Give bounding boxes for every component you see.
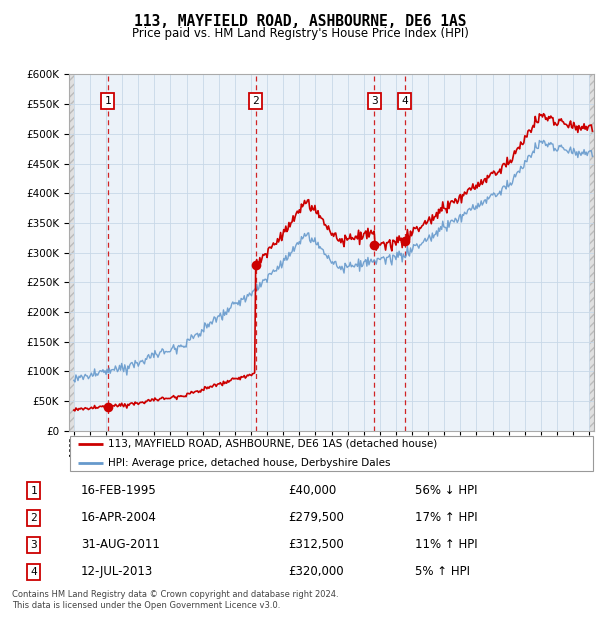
FancyBboxPatch shape	[70, 436, 593, 471]
Text: 17% ↑ HPI: 17% ↑ HPI	[415, 512, 478, 524]
Text: 3: 3	[371, 96, 378, 106]
Text: £312,500: £312,500	[289, 538, 344, 551]
Text: 16-FEB-1995: 16-FEB-1995	[81, 484, 157, 497]
Text: 5% ↑ HPI: 5% ↑ HPI	[415, 565, 470, 578]
Text: 56% ↓ HPI: 56% ↓ HPI	[415, 484, 478, 497]
Text: 2: 2	[31, 513, 37, 523]
Text: 2: 2	[252, 96, 259, 106]
Text: 11% ↑ HPI: 11% ↑ HPI	[415, 538, 478, 551]
Text: £279,500: £279,500	[289, 512, 344, 524]
Text: 16-APR-2004: 16-APR-2004	[81, 512, 157, 524]
Text: This data is licensed under the Open Government Licence v3.0.: This data is licensed under the Open Gov…	[12, 601, 280, 611]
Text: Contains HM Land Registry data © Crown copyright and database right 2024.: Contains HM Land Registry data © Crown c…	[12, 590, 338, 600]
Text: 1: 1	[31, 485, 37, 495]
Text: £40,000: £40,000	[289, 484, 337, 497]
Text: 1: 1	[104, 96, 112, 106]
Text: 4: 4	[401, 96, 408, 106]
Text: 113, MAYFIELD ROAD, ASHBOURNE, DE6 1AS (detached house): 113, MAYFIELD ROAD, ASHBOURNE, DE6 1AS (…	[109, 439, 437, 449]
Text: HPI: Average price, detached house, Derbyshire Dales: HPI: Average price, detached house, Derb…	[109, 458, 391, 468]
Text: 113, MAYFIELD ROAD, ASHBOURNE, DE6 1AS: 113, MAYFIELD ROAD, ASHBOURNE, DE6 1AS	[134, 14, 466, 29]
Text: 4: 4	[31, 567, 37, 577]
Bar	[589, 74, 600, 431]
Text: Price paid vs. HM Land Registry's House Price Index (HPI): Price paid vs. HM Land Registry's House …	[131, 27, 469, 40]
Bar	[69, 74, 74, 431]
Text: 12-JUL-2013: 12-JUL-2013	[81, 565, 154, 578]
Text: £320,000: £320,000	[289, 565, 344, 578]
Text: 3: 3	[31, 540, 37, 550]
Text: 31-AUG-2011: 31-AUG-2011	[81, 538, 160, 551]
